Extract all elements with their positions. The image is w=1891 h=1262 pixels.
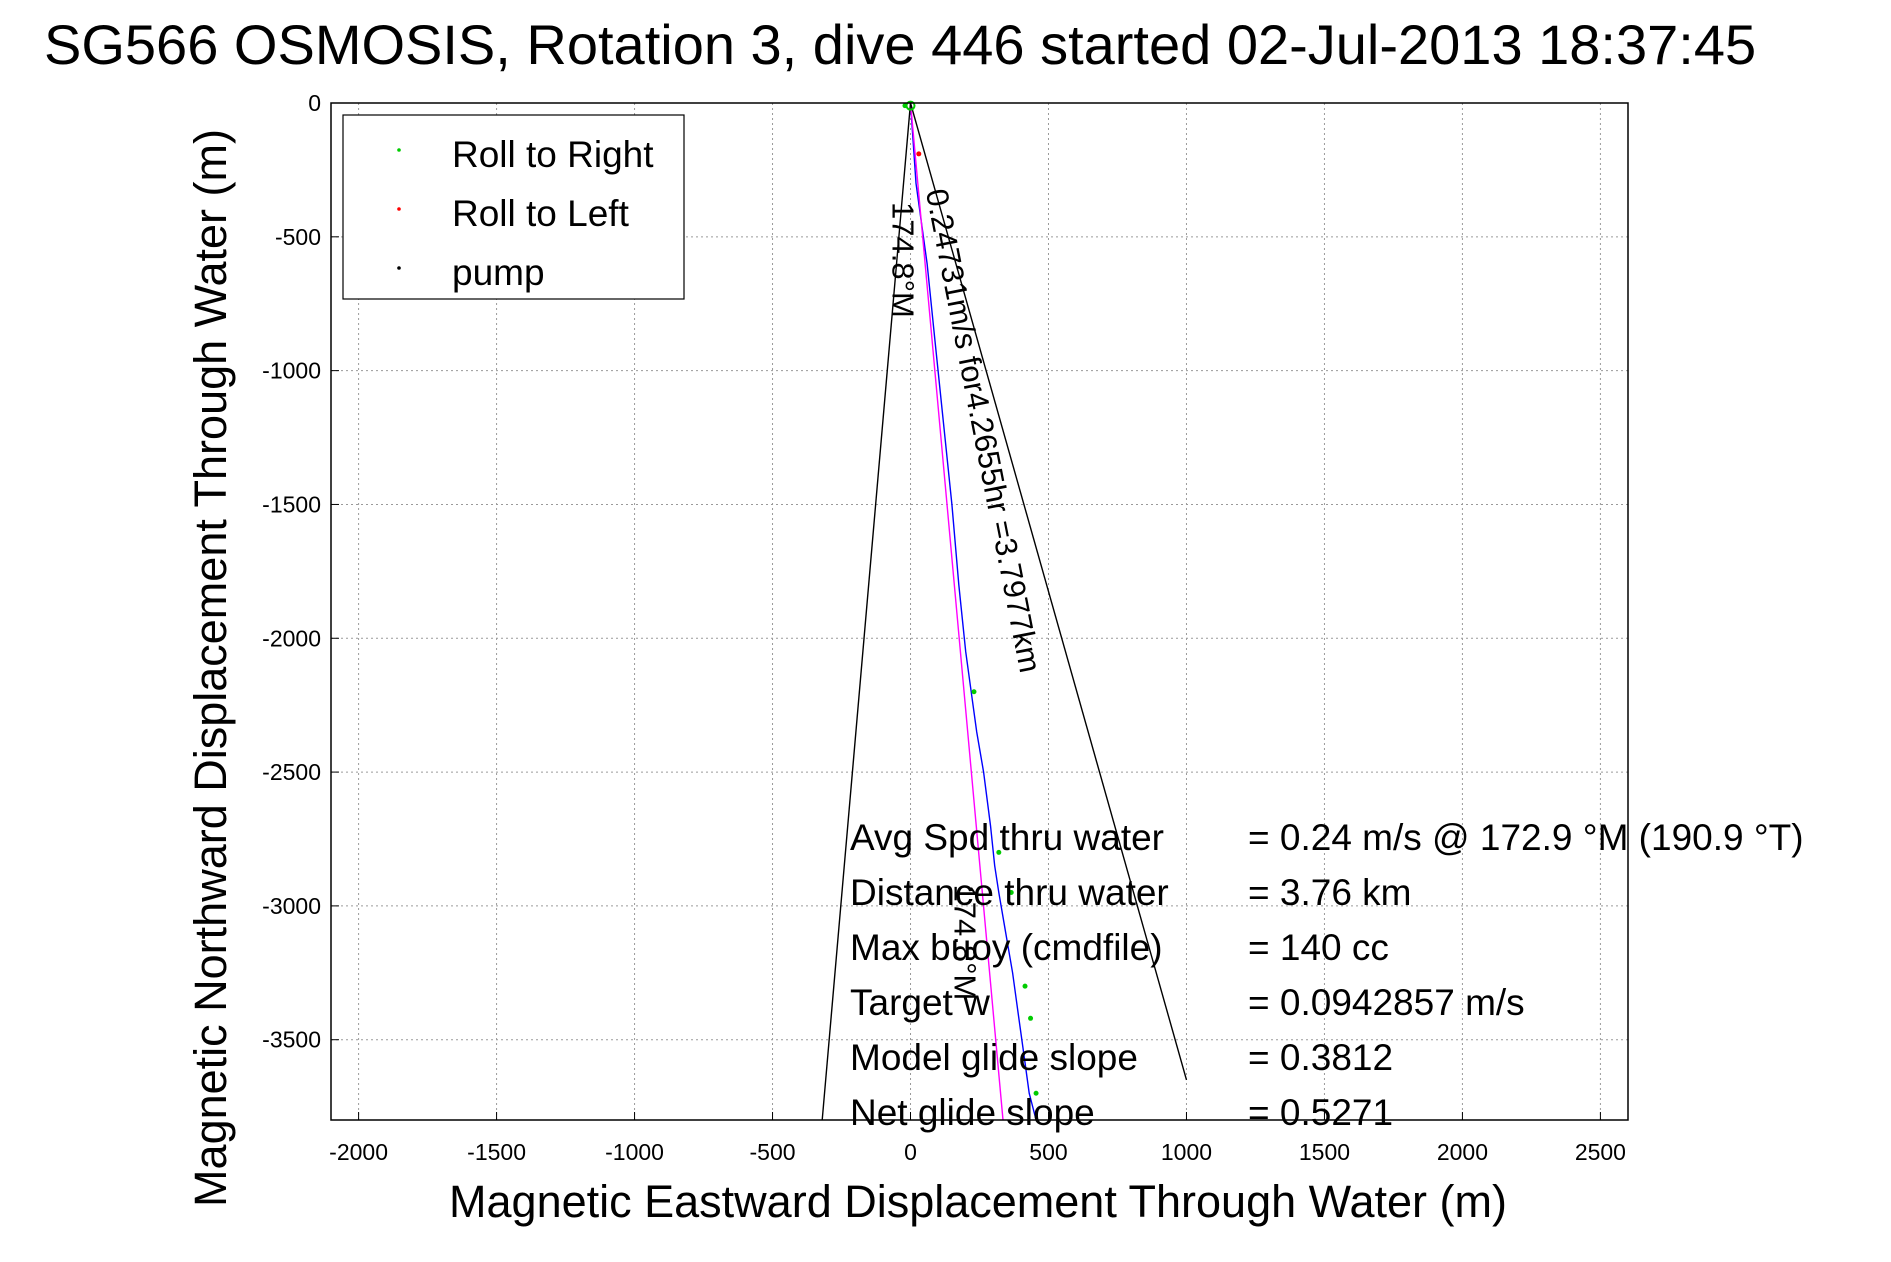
roll-right-point [971, 689, 977, 695]
stat-value: = 0.24 m/s @ 172.9 °M (190.9 °T) [1248, 817, 1804, 858]
stat-label: Model glide slope [850, 1037, 1138, 1078]
series-lines [821, 102, 1188, 1121]
y-tick-label: -500 [275, 224, 321, 250]
x-tick-label: 500 [1029, 1139, 1067, 1165]
x-tick-label: 1500 [1299, 1139, 1350, 1165]
chart-title: SG566 OSMOSIS, Rotation 3, dive 446 star… [44, 13, 1756, 76]
stat-value: = 140 cc [1248, 927, 1389, 968]
roll-right-point [1028, 1015, 1034, 1021]
series-line [821, 102, 912, 1121]
y-axis-label: Magnetic Northward Displacement Through … [185, 129, 236, 1207]
stat-label: Target w [850, 982, 990, 1023]
stats-panel: Avg Spd thru water = 0.24 m/s @ 172.9 °M … [850, 817, 1804, 1133]
legend-marker [397, 266, 401, 270]
roll-right-point [1022, 983, 1028, 989]
x-axis-label: Magnetic Eastward Displacement Through W… [449, 1176, 1507, 1227]
axis-ticks: -2000 -1500 -1000 -500 0 500 1000 1500 2000 2500 0… [262, 90, 1626, 1165]
x-tick-label: -1500 [467, 1139, 526, 1165]
x-tick-label: -500 [750, 1139, 796, 1165]
legend: Roll to Right Roll to Left pump [342, 114, 685, 300]
stat-value: = 0.3812 [1248, 1037, 1393, 1078]
legend-label: Roll to Right [452, 134, 654, 175]
annotation-label: 174.8°M [948, 885, 983, 1001]
x-tick-label: 1000 [1161, 1139, 1212, 1165]
stat-label: Avg Spd thru water [850, 817, 1164, 858]
series-line [909, 102, 1037, 1121]
series-line [909, 102, 1004, 1121]
stat-value: = 0.0942857 m/s [1248, 982, 1525, 1023]
stat-value: = 0.5271 [1248, 1092, 1393, 1133]
roll-right-point [1033, 1090, 1039, 1096]
y-tick-label: -1500 [262, 491, 321, 517]
legend-marker [397, 207, 401, 211]
y-tick-label: -2500 [262, 759, 321, 785]
x-tick-label: 2500 [1575, 1139, 1626, 1165]
stat-label: Max buoy (cmdfile) [850, 927, 1163, 968]
y-tick-label: -3000 [262, 893, 321, 919]
annotation-label: 174.8°M [886, 202, 921, 318]
x-tick-label: 0 [904, 1139, 917, 1165]
roll-left-point [916, 151, 922, 157]
roll-right-point [996, 849, 1002, 855]
y-tick-label: -1000 [262, 358, 321, 384]
x-tick-label: -1000 [605, 1139, 664, 1165]
plot-frame [330, 102, 1629, 1121]
roll-right-point [1008, 890, 1014, 896]
data-markers [902, 100, 1039, 1096]
series-line [909, 102, 1188, 1081]
stat-label: Distance thru water [850, 872, 1169, 913]
legend-marker [397, 148, 401, 152]
y-tick-label: -2000 [262, 625, 321, 651]
stat-value: = 3.76 km [1248, 872, 1412, 913]
x-tick-label: -2000 [329, 1139, 388, 1165]
x-tick-label: 2000 [1437, 1139, 1488, 1165]
y-tick-label: 0 [308, 90, 321, 116]
y-tick-label: -3500 [262, 1027, 321, 1053]
start-point [905, 100, 916, 111]
stat-label: Net glide slope [850, 1092, 1095, 1133]
legend-label: Roll to Left [452, 193, 630, 234]
legend-label: pump [452, 252, 545, 293]
